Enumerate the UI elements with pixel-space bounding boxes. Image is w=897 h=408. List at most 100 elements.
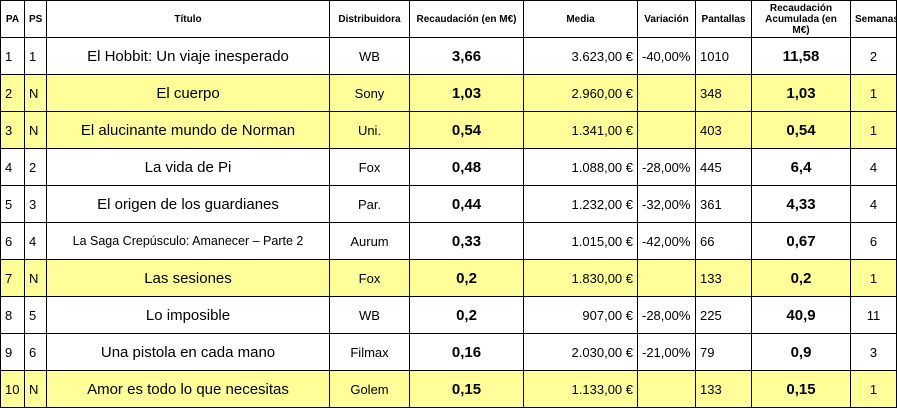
table-row: 5 3 El origen de los guardianes Par. 0,44 1.2… (0, 185, 897, 223)
table-row: 3 N El alucinante mundo de Norman Uni. 0,54 1… (0, 111, 897, 149)
cell-variacion (637, 259, 696, 297)
cell-pantallas: 1010 (695, 37, 752, 75)
cell-media: 1.830,00 € (523, 259, 638, 297)
cell-pa: 7 (0, 259, 25, 297)
cell-distribuidora: Fox (329, 259, 410, 297)
cell-distribuidora: Golem (329, 370, 410, 408)
cell-acumulada: 1,03 (751, 74, 851, 112)
cell-ps: 2 (24, 148, 47, 186)
header-ps: PS (24, 0, 47, 38)
cell-acumulada: 0,15 (751, 370, 851, 408)
cell-variacion: -40,00% (637, 37, 696, 75)
table-body: 1 1 El Hobbit: Un viaje inesperado WB 3,66 3.… (0, 37, 897, 408)
cell-ps: 4 (24, 222, 47, 260)
cell-semanas: 3 (850, 333, 897, 371)
cell-acumulada: 40,9 (751, 296, 851, 334)
cell-semanas: 1 (850, 370, 897, 408)
cell-semanas: 1 (850, 111, 897, 149)
cell-acumulada: 6,4 (751, 148, 851, 186)
cell-distribuidora: Filmax (329, 333, 410, 371)
header-pantallas: Pantallas (695, 0, 752, 38)
cell-distribuidora: WB (329, 37, 410, 75)
cell-distribuidora: Par. (329, 185, 410, 223)
cell-distribuidora: WB (329, 296, 410, 334)
cell-semanas: 4 (850, 148, 897, 186)
cell-titulo: El origen de los guardianes (46, 185, 330, 223)
cell-titulo: Las sesiones (46, 259, 330, 297)
cell-pantallas: 361 (695, 185, 752, 223)
cell-pantallas: 445 (695, 148, 752, 186)
header-semanas: Semanas (850, 0, 897, 38)
cell-pantallas: 133 (695, 370, 752, 408)
cell-media: 1.133,00 € (523, 370, 638, 408)
cell-media: 1.088,00 € (523, 148, 638, 186)
cell-variacion: -42,00% (637, 222, 696, 260)
table-row: 1 1 El Hobbit: Un viaje inesperado WB 3,66 3.… (0, 37, 897, 75)
header-pa: PA (0, 0, 25, 38)
cell-pa: 4 (0, 148, 25, 186)
cell-ps: 1 (24, 37, 47, 75)
cell-titulo: Lo imposible (46, 296, 330, 334)
cell-recaudacion: 0,48 (409, 148, 524, 186)
table-row: 2 N El cuerpo Sony 1,03 2.960,00 €348 1,03 1 (0, 74, 897, 112)
cell-acumulada: 0,67 (751, 222, 851, 260)
cell-acumulada: 11,58 (751, 37, 851, 75)
cell-pa: 3 (0, 111, 25, 149)
cell-recaudacion: 0,33 (409, 222, 524, 260)
cell-ps: N (24, 111, 47, 149)
cell-acumulada: 0,54 (751, 111, 851, 149)
cell-pa: 9 (0, 333, 25, 371)
table-row: 6 4 La Saga Crepúsculo: Amanecer – Parte 2… (0, 222, 897, 260)
cell-variacion (637, 111, 696, 149)
cell-recaudacion: 0,54 (409, 111, 524, 149)
cell-distribuidora: Uni. (329, 111, 410, 149)
cell-recaudacion: 0,2 (409, 259, 524, 297)
table-row: 10 N Amor es todo lo que necesitas Golem 0,1… (0, 370, 897, 408)
cell-acumulada: 0,9 (751, 333, 851, 371)
cell-semanas: 1 (850, 259, 897, 297)
cell-variacion (637, 74, 696, 112)
cell-ps: N (24, 74, 47, 112)
cell-media: 3.623,00 € (523, 37, 638, 75)
cell-ps: N (24, 370, 47, 408)
cell-pa: 10 (0, 370, 25, 408)
cell-recaudacion: 3,66 (409, 37, 524, 75)
header-media: Media (523, 0, 638, 38)
header-distribuidora: Distribuidora (329, 0, 410, 38)
cell-ps: 3 (24, 185, 47, 223)
cell-pa: 2 (0, 74, 25, 112)
cell-titulo: Amor es todo lo que necesitas (46, 370, 330, 408)
cell-recaudacion: 0,2 (409, 296, 524, 334)
cell-recaudacion: 0,15 (409, 370, 524, 408)
cell-semanas: 4 (850, 185, 897, 223)
cell-pantallas: 66 (695, 222, 752, 260)
cell-ps: 5 (24, 296, 47, 334)
cell-titulo: La Saga Crepúsculo: Amanecer – Parte 2 (46, 222, 330, 260)
cell-ps: N (24, 259, 47, 297)
cell-variacion: -21,00% (637, 333, 696, 371)
cell-distribuidora: Aurum (329, 222, 410, 260)
cell-pantallas: 225 (695, 296, 752, 334)
cell-acumulada: 4,33 (751, 185, 851, 223)
cell-media: 1.015,00 € (523, 222, 638, 260)
cell-distribuidora: Fox (329, 148, 410, 186)
table-row: 7 N Las sesiones Fox 0,2 1.830,00 €133 0,2 1 (0, 259, 897, 297)
cell-recaudacion: 1,03 (409, 74, 524, 112)
table-row: 9 6 Una pistola en cada mano Filmax 0,16 2.03… (0, 333, 897, 371)
cell-variacion (637, 370, 696, 408)
cell-variacion: -32,00% (637, 185, 696, 223)
cell-semanas: 1 (850, 74, 897, 112)
cell-media: 1.232,00 € (523, 185, 638, 223)
cell-pantallas: 133 (695, 259, 752, 297)
cell-titulo: El cuerpo (46, 74, 330, 112)
cell-recaudacion: 0,44 (409, 185, 524, 223)
cell-media: 2.960,00 € (523, 74, 638, 112)
cell-recaudacion: 0,16 (409, 333, 524, 371)
cell-media: 1.341,00 € (523, 111, 638, 149)
cell-media: 2.030,00 € (523, 333, 638, 371)
table-row: 8 5 Lo imposible WB 0,2 907,00 € -28,00% 225 40,… (0, 296, 897, 334)
cell-distribuidora: Sony (329, 74, 410, 112)
cell-pa: 6 (0, 222, 25, 260)
cell-semanas: 11 (850, 296, 897, 334)
